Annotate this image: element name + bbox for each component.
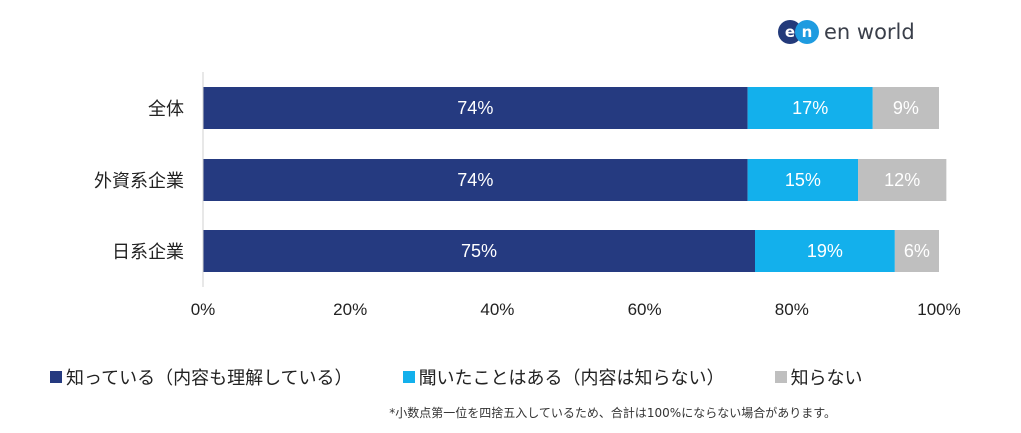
x-tick-label-1: 20% [333,300,367,319]
data-label-heard-3: 19% [807,241,843,261]
legend: 知っている（内容も理解している） 聞いたことはある（内容は知らない） 知らない [50,364,863,390]
data-label-know-2: 74% [457,170,493,190]
bar-know-3 [203,230,755,272]
x-tick-label-2: 40% [480,300,514,319]
category-label-1: 全体 [148,99,184,120]
x-tick-label-3: 60% [628,300,662,319]
bar-heard-2 [747,159,859,201]
legend-label-unknown: 知らない [790,368,863,389]
legend-label-know: 知っている（内容も理解している） [66,368,353,389]
logo-n-circle: n [795,20,819,44]
bar-heard-3 [755,230,895,272]
footnote: *小数点第一位を四捨五入しているため、合計は100%にならない場合があります。 [389,406,836,420]
bar-unknown-3 [894,230,939,272]
bar-unknown-1 [872,87,939,129]
legend-item-unknown: 知らない [774,364,863,390]
x-tick-label-0: 0% [191,300,216,319]
bar-know-1 [203,87,748,129]
category-label-2: 外資系企業 [94,171,184,192]
bar-heard-1 [747,87,873,129]
legend-item-know: 知っている（内容も理解している） [50,364,353,390]
data-label-heard-1: 17% [792,98,828,118]
data-label-know-3: 75% [461,241,497,261]
x-tick-label-5: 100% [917,300,960,319]
x-tick-labels: 0% 20% 40% 60% 80% 100% [191,300,961,319]
bar-unknown-2 [858,159,947,201]
bars-group: 74% 17% 9% 74% 15% 12% 75% 19% 6% [203,87,947,272]
data-label-unknown-2: 12% [884,170,920,190]
logo-text: en world [824,20,915,44]
data-label-know-1: 74% [457,98,493,118]
x-tick-label-4: 80% [775,300,809,319]
data-label-unknown-1: 9% [893,98,919,118]
data-label-heard-2: 15% [785,170,821,190]
legend-swatch-heard [402,371,415,383]
en-world-logo: e n en world [778,18,915,46]
category-label-3: 日系企業 [112,242,184,263]
legend-label-heard: 聞いたことはある（内容は知らない） [418,368,725,389]
legend-swatch-know [50,371,62,383]
logo-mark-icon: e n [778,18,822,46]
legend-item-heard: 聞いたことはある（内容は知らない） [402,364,725,390]
bar-know-2 [203,159,748,201]
legend-swatch-unknown [774,371,787,383]
data-label-unknown-3: 6% [904,241,930,261]
